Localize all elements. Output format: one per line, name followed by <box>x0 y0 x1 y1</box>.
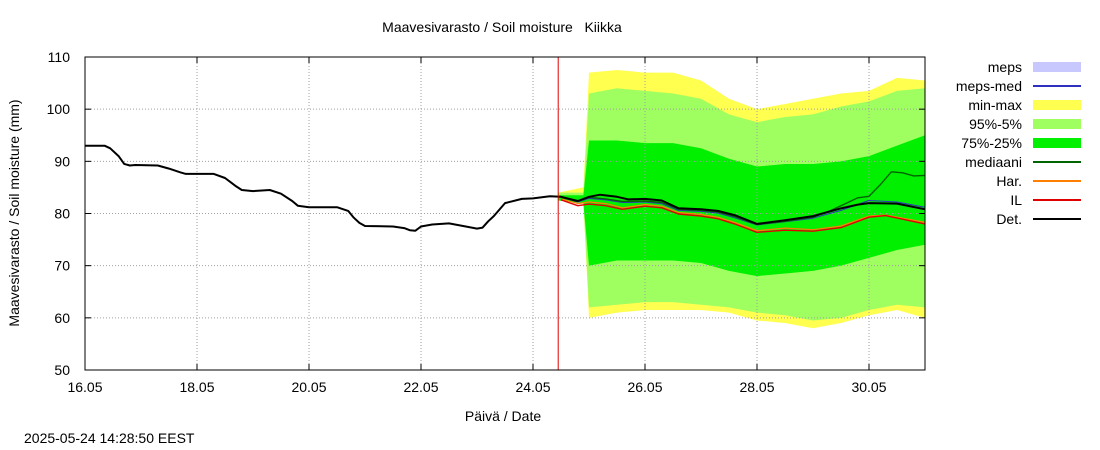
x-tick-label: 30.05 <box>851 379 886 395</box>
percentile-bands <box>558 70 925 329</box>
y-axis-ticks: 50 60 70 80 90 100 110 <box>47 49 925 378</box>
x-tick-label: 22.05 <box>403 379 438 395</box>
series-line-det <box>85 144 926 232</box>
legend-swatch <box>1033 138 1081 148</box>
y-tick-label: 50 <box>54 362 70 378</box>
legend-label: Har. <box>996 173 1022 189</box>
series-line-har <box>560 198 926 232</box>
legend: meps meps-med min-max 95%-5% 75%-25% mediaani… <box>956 59 1081 227</box>
x-tick-label: 24.05 <box>515 379 550 395</box>
band-75-25 <box>558 135 925 277</box>
legend-label: 95%-5% <box>969 116 1022 132</box>
y-tick-label: 60 <box>54 310 70 326</box>
y-tick-label: 80 <box>54 206 70 222</box>
x-axis-label: Päivä / Date <box>465 408 541 424</box>
legend-swatch <box>1033 62 1081 72</box>
legend-label: meps-med <box>956 78 1022 94</box>
legend-label: min-max <box>968 97 1022 113</box>
x-tick-label: 20.05 <box>291 379 326 395</box>
y-tick-label: 100 <box>47 101 71 117</box>
y-tick-label: 90 <box>54 153 70 169</box>
grid-lines <box>85 57 925 370</box>
legend-swatch <box>1033 119 1081 129</box>
y-tick-label: 70 <box>54 258 70 274</box>
legend-label: 75%-25% <box>961 135 1022 151</box>
x-tick-label: 16.05 <box>67 379 102 395</box>
x-axis-ticks: 16.05 18.05 20.05 22.05 24.05 26.05 28.05 30.05 <box>67 57 887 395</box>
x-tick-label: 18.05 <box>179 379 214 395</box>
legend-label: meps <box>988 59 1022 75</box>
legend-label: IL <box>1010 192 1022 208</box>
legend-label: mediaani <box>965 154 1022 170</box>
y-axis-label: Maavesivarasto / Soil moisture (mm) <box>6 99 22 326</box>
series-line-il <box>560 199 926 234</box>
legend-swatch <box>1033 100 1081 110</box>
x-tick-label: 26.05 <box>627 379 662 395</box>
legend-label: Det. <box>996 211 1022 227</box>
x-tick-label: 28.05 <box>739 379 774 395</box>
timestamp: 2025-05-24 14:28:50 EEST <box>24 430 195 446</box>
series-line-meps-med <box>560 196 926 226</box>
y-tick-label: 110 <box>48 49 71 65</box>
series-lines <box>85 144 926 234</box>
chart-title: Maavesivarasto / Soil moisture Kiikka <box>382 19 622 35</box>
